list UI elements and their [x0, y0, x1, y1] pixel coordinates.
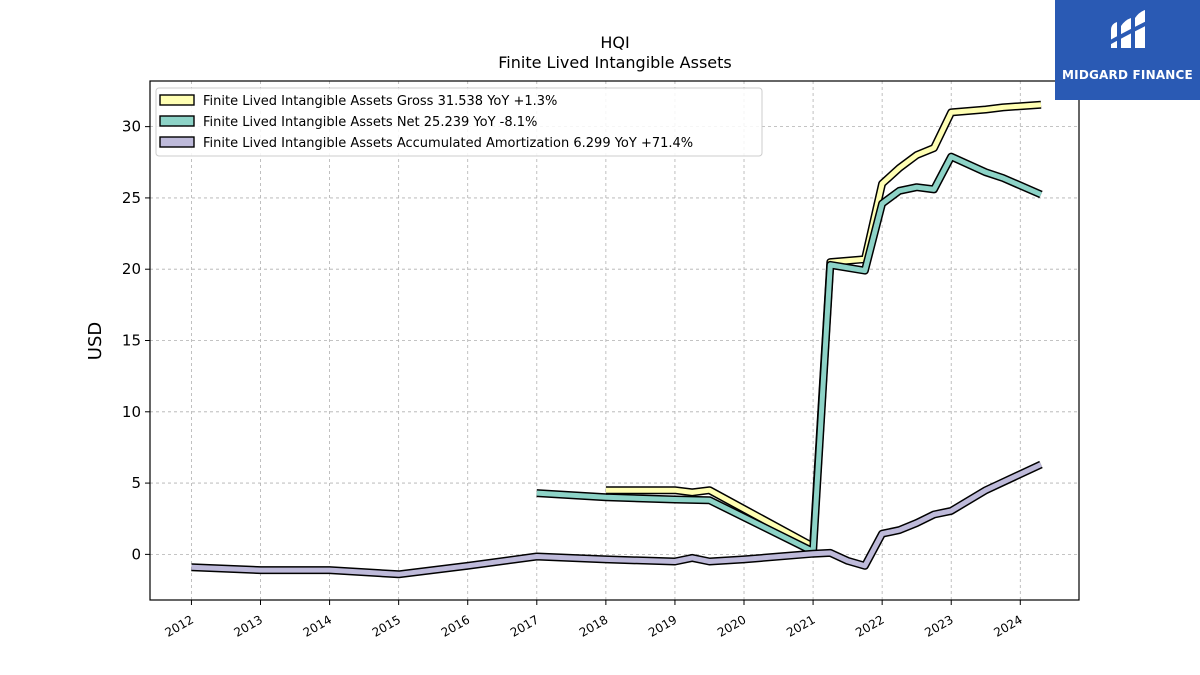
y-axis: 0 5 10 15 20 25 30	[122, 118, 150, 563]
grid	[150, 81, 1079, 600]
x-tick-label: 2018	[577, 612, 610, 639]
x-tick-label: 2023	[922, 612, 955, 639]
x-tick-label: 2014	[301, 612, 334, 639]
series-line	[191, 462, 1043, 577]
y-tick-label: 25	[122, 189, 141, 207]
legend-swatch	[159, 115, 195, 127]
brand-logo: MIDGARD FINANCE	[1055, 0, 1200, 100]
legend-box	[155, 87, 763, 157]
legend: Finite Lived Intangible Assets Gross 31.…	[155, 87, 763, 157]
x-tick-label: 2017	[508, 612, 541, 639]
y-tick-label: 15	[122, 332, 141, 350]
x-tick-label: 2012	[162, 612, 195, 639]
brand-name: MIDGARD FINANCE	[1062, 68, 1193, 82]
series-line	[605, 102, 1042, 549]
y-axis-label: USD	[85, 322, 106, 360]
x-tick-label: 2022	[853, 612, 886, 639]
x-tick-label: 2016	[439, 612, 472, 639]
y-tick-label: 30	[122, 118, 141, 136]
legend-entry: Finite Lived Intangible Assets Gross 31.…	[203, 94, 557, 109]
x-tick-label: 2019	[646, 612, 679, 639]
legend-entry: Finite Lived Intangible Assets Accumulat…	[203, 136, 693, 151]
legend-entry: Finite Lived Intangible Assets Net 25.23…	[203, 115, 537, 130]
x-axis: 2012 2013 2014 2015 2016 2017 2018 2019 2020 2021…	[162, 600, 1025, 640]
x-tick-label: 2013	[232, 612, 265, 639]
legend-swatch	[159, 136, 195, 148]
y-tick-label: 20	[122, 260, 141, 278]
series-line	[536, 154, 1042, 554]
series-layer	[191, 100, 1043, 579]
chart-subtitle: Finite Lived Intangible Assets	[498, 53, 731, 72]
x-tick-label: 2020	[715, 612, 748, 639]
brand-mark-icon	[1106, 10, 1150, 48]
y-tick-label: 10	[122, 403, 141, 421]
y-tick-label: 0	[131, 545, 141, 563]
legend-swatch	[159, 94, 195, 106]
x-tick-label: 2015	[370, 612, 403, 639]
x-tick-label: 2021	[784, 612, 817, 639]
x-tick-label: 2024	[991, 612, 1024, 639]
y-tick-label: 5	[131, 474, 141, 492]
chart-title: HQI	[600, 33, 629, 52]
